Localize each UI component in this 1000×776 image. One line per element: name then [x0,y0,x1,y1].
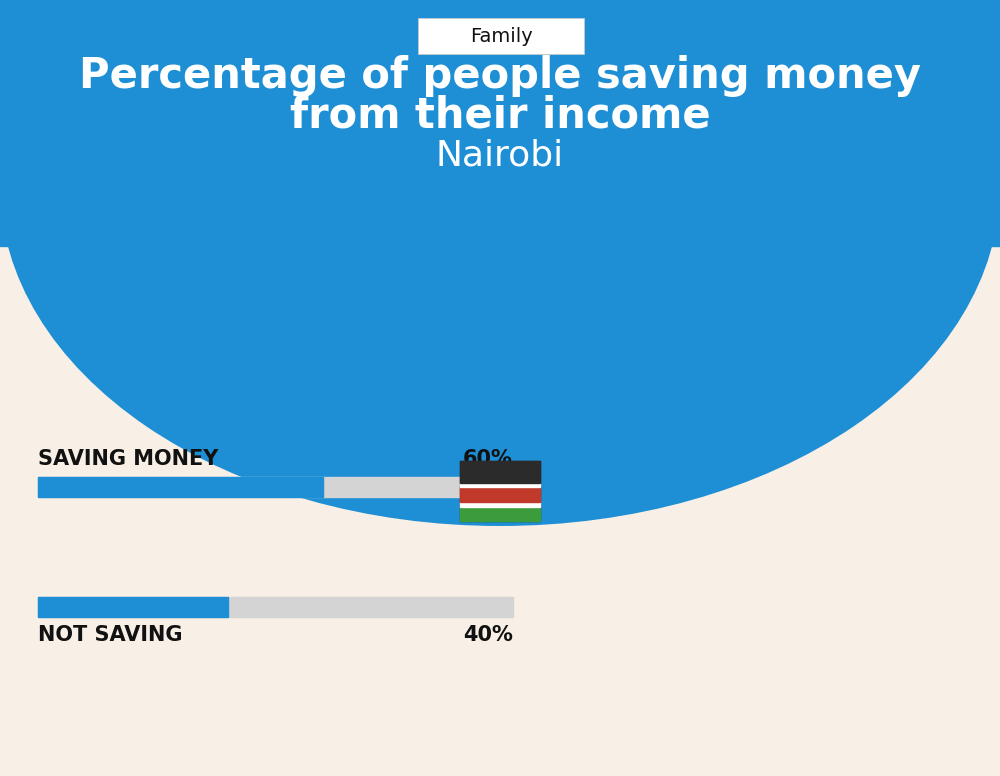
FancyBboxPatch shape [418,18,584,54]
Text: Family: Family [470,26,532,46]
Bar [460,483,540,487]
Bar [460,461,540,483]
Bar [460,487,540,502]
Bar [0,0,1000,246]
Bar [460,507,540,521]
Text: Percentage of people saving money: Percentage of people saving money [79,55,921,97]
Bar [38,597,513,617]
Bar [460,502,540,507]
Text: SAVING MONEY: SAVING MONEY [38,449,218,469]
Bar [460,461,540,521]
Bar [38,597,228,617]
Text: Nairobi: Nairobi [436,139,564,173]
Ellipse shape [0,0,1000,526]
Text: from their income: from their income [290,95,710,137]
Bar [38,477,513,497]
Text: 60%: 60% [463,449,513,469]
Text: NOT SAVING: NOT SAVING [38,625,182,645]
Bar [38,477,323,497]
Text: 40%: 40% [463,625,513,645]
